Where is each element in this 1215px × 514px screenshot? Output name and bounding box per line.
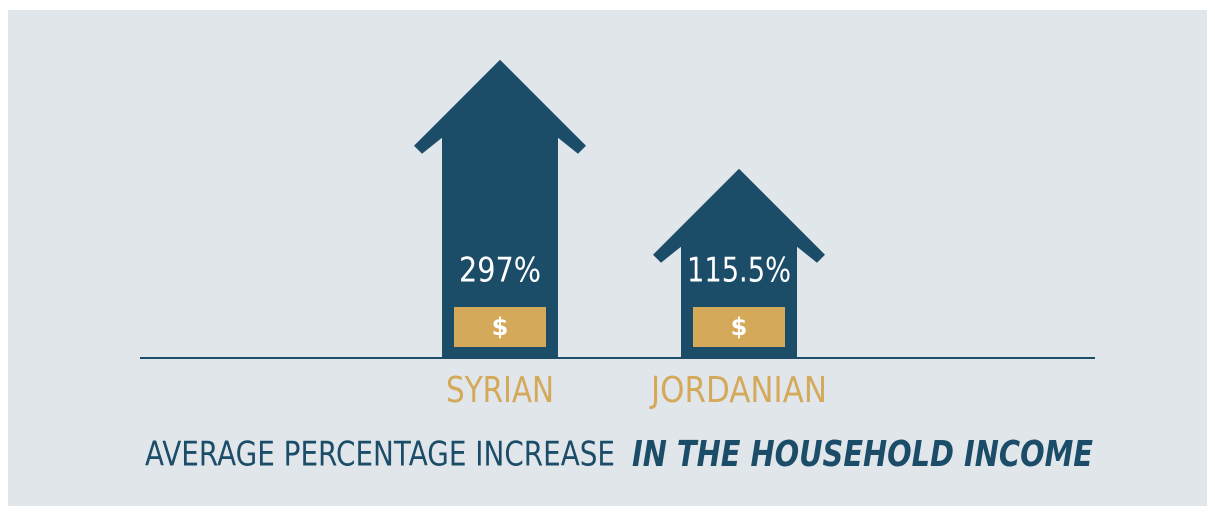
icon-box [693,307,785,347]
chart-title: AVERAGE PERCENTAGE INCREASE [145,435,615,475]
chart-title-emphasis: IN THE HOUSEHOLD INCOME [632,434,1093,475]
icon-box [454,307,546,347]
background [8,10,1207,506]
icon-label: $ [492,313,509,341]
value-label: 297% [459,251,541,291]
arrow-bar [414,59,586,359]
value-label: 115.5% [687,251,791,291]
category-label: JORDANIAN [649,370,827,411]
icon-label: $ [731,313,748,341]
category-label: SYRIAN [446,370,554,411]
